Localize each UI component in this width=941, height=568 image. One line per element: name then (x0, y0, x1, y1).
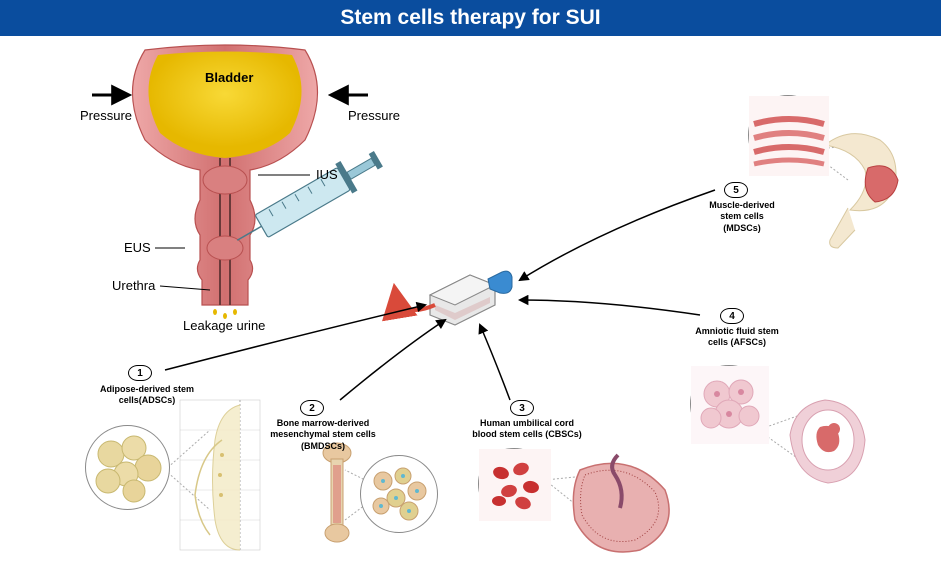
bladder-anatomy (133, 45, 318, 319)
flask-to-syringe-arrow (395, 290, 435, 310)
bladder-label: Bladder (205, 70, 253, 85)
pressure-left-label: Pressure (80, 108, 132, 123)
source-label-4: Amniotic fluid stem cells (AFSCs) (682, 326, 792, 349)
urethra-label: Urethra (112, 278, 155, 293)
arrow-source-4 (520, 300, 700, 315)
body-silhouette-adipose (180, 400, 260, 550)
arrow-source-1 (165, 305, 425, 370)
title-bar: Stem cells therapy for SUI (0, 0, 941, 36)
leakage-label: Leakage urine (183, 318, 265, 333)
bmdsc-cells-circle (360, 455, 438, 533)
amniotic-cells-circle (690, 365, 768, 443)
arrow-source-2 (340, 320, 445, 400)
ius-label: IUS (316, 167, 338, 182)
amniotic-icon (790, 400, 865, 483)
source-label-1: Adipose-derived stem cells(ADSCs) (92, 384, 202, 407)
source-label-5: Muscle-derived stem cells (MDSCs) (692, 200, 792, 234)
syringe-icon (229, 144, 387, 255)
source-badge-5: 5 (724, 182, 748, 198)
source-label-2: Bone marrow-derived mesenchymal stem cel… (258, 418, 388, 452)
blood-cells-circle (478, 448, 550, 520)
adipose-cells-circle (85, 425, 170, 510)
arrow-source-3 (480, 325, 510, 400)
source-badge-1: 1 (128, 365, 152, 381)
pressure-right-label: Pressure (348, 108, 400, 123)
muscle-cells-circle (748, 95, 828, 175)
source-badge-2: 2 (300, 400, 324, 416)
title-text: Stem cells therapy for SUI (340, 6, 600, 29)
umbilical-cord-icon (573, 455, 669, 552)
source-badge-3: 3 (510, 400, 534, 416)
arrow-source-5 (520, 190, 715, 280)
culture-flask-icon (430, 271, 512, 325)
source-label-3: Human umbilical cord blood stem cells (C… (462, 418, 592, 441)
bone-icon (323, 443, 351, 542)
arm-muscle-icon (825, 134, 898, 248)
eus-label: EUS (124, 240, 151, 255)
source-badge-4: 4 (720, 308, 744, 324)
